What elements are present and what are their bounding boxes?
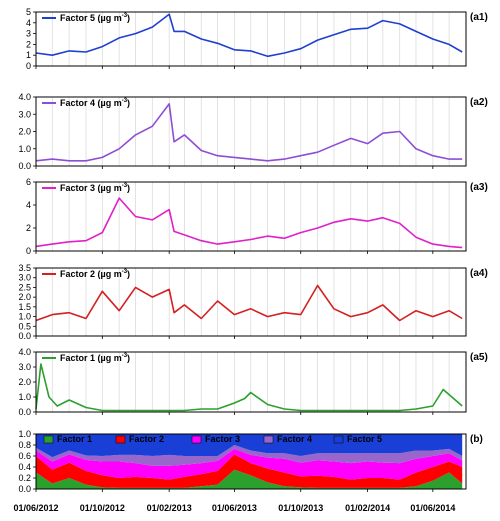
y-tick-label: 0.0 — [18, 161, 31, 171]
legend-label-sup: -3 — [122, 98, 128, 104]
y-tick-label: 2.0 — [18, 377, 31, 387]
x-tick-label: 01/10/2012 — [80, 503, 125, 513]
panel-tag: (a3) — [470, 182, 488, 193]
y-tick-label: 5 — [26, 7, 31, 17]
area-factor-4 — [36, 445, 463, 466]
panel-frame — [35, 433, 467, 490]
legend-label-close: ) — [127, 269, 130, 279]
legend-label-sup: -3 — [122, 353, 128, 359]
y-tick-label: 0 — [26, 61, 31, 71]
legend-label: Factor 2 (µg m-3) — [60, 269, 130, 279]
legend-swatch-factor-2 — [115, 435, 126, 444]
x-tick-label: 01/06/2014 — [410, 503, 455, 513]
series-line-a5 — [35, 363, 463, 412]
y-tick-label: 2 — [26, 223, 31, 233]
legend-label-factor-1: Factor 1 — [57, 434, 92, 444]
y-tick-label: 3.0 — [18, 362, 31, 372]
y-tick-label: 4.0 — [18, 92, 31, 102]
legend-label-main: Factor 3 (µg m — [60, 183, 122, 193]
area-factor-2 — [36, 454, 463, 488]
y-tick-label: 2.0 — [18, 127, 31, 137]
y-tick-label: 1.0 — [18, 312, 31, 322]
frame-layer — [33, 11, 467, 492]
y-tick-label: 1.5 — [18, 302, 31, 312]
panel-tag: (b) — [470, 434, 483, 445]
series-line-a4 — [35, 284, 463, 322]
y-tick-label: 3 — [26, 29, 31, 39]
legend-swatch-factor-4 — [263, 435, 274, 444]
y-tick-label: 3.0 — [18, 273, 31, 283]
y-tick-label: 0.8 — [18, 440, 31, 450]
y-tick-label: 1 — [26, 50, 31, 60]
legend-swatch-factor-5 — [333, 435, 344, 444]
series-line-a1 — [35, 13, 463, 58]
legend-label-close: ) — [127, 13, 130, 23]
legend-swatch-factor-1 — [43, 435, 54, 444]
legend-label-close: ) — [127, 183, 130, 193]
y-tick-label: 2 — [26, 39, 31, 49]
y-tick-label: 4.0 — [18, 347, 31, 357]
panel-frame — [35, 267, 467, 337]
area-factor-1 — [36, 469, 463, 489]
y-tick-label: 4 — [26, 18, 31, 28]
legend-label-factor-3: Factor 3 — [205, 434, 240, 444]
panel-tag: (a1) — [470, 12, 488, 23]
area-factor-3 — [36, 448, 463, 480]
legend-label-factor-2: Factor 2 — [129, 434, 164, 444]
legend-label-factor-5: Factor 5 — [347, 434, 382, 444]
area-factor-5 — [36, 434, 463, 458]
y-tick-label: 0.0 — [18, 484, 31, 494]
y-tick-label: 6 — [26, 177, 31, 187]
y-tick-label: 2.0 — [18, 292, 31, 302]
legend-label-main: Factor 1 (µg m — [60, 353, 122, 363]
legend-label-sup: -3 — [122, 13, 128, 19]
legend-label: Factor 3 (µg m-3) — [60, 183, 130, 193]
y-tick-label: 0 — [26, 246, 31, 256]
legend-label: Factor 4 (µg m-3) — [60, 98, 130, 108]
series-line-a3 — [35, 197, 463, 249]
y-tick-label: 3.0 — [18, 109, 31, 119]
y-tick-label: 0.6 — [18, 451, 31, 461]
panel-tag: (a2) — [470, 97, 488, 108]
x-tick-label: 01/02/2013 — [147, 503, 192, 513]
data-layer — [35, 13, 466, 489]
panel-frame — [35, 181, 467, 252]
y-tick-label: 4 — [26, 200, 31, 210]
y-tick-label: 1.0 — [18, 429, 31, 439]
legend-label-sup: -3 — [122, 183, 128, 189]
legend-label-main: Factor 5 (µg m — [60, 13, 122, 23]
y-tick-label: 3.5 — [18, 263, 31, 273]
legend-swatch-factor-3 — [191, 435, 202, 444]
y-tick-label: 0.2 — [18, 473, 31, 483]
panel-tag: (a5) — [470, 352, 488, 363]
legend-label-main: Factor 4 (µg m — [60, 98, 122, 108]
legend-label: Factor 1 (µg m-3) — [60, 353, 130, 363]
legend-label: Factor 5 (µg m-3) — [60, 13, 130, 23]
y-tick-label: 0.4 — [18, 462, 31, 472]
x-tick-label: 01/02/2014 — [345, 503, 390, 513]
legend-label-close: ) — [127, 98, 130, 108]
legend-label-close: ) — [127, 353, 130, 363]
y-tick-label: 0.5 — [18, 321, 31, 331]
y-tick-label: 0.0 — [18, 331, 31, 341]
y-tick-label: 1.0 — [18, 392, 31, 402]
x-tick-label: 01/06/2013 — [212, 503, 257, 513]
legend-label-main: Factor 2 (µg m — [60, 269, 122, 279]
series-line-a2 — [35, 103, 463, 162]
legend-label-factor-4: Factor 4 — [277, 434, 312, 444]
panel-tag: (a4) — [470, 268, 488, 279]
x-tick-label: 01/06/2012 — [13, 503, 58, 513]
legend-label-sup: -3 — [122, 269, 128, 275]
grid-layer — [35, 12, 467, 412]
x-tick-label: 01/10/2013 — [278, 503, 323, 513]
panel-frame — [35, 11, 467, 67]
y-tick-label: 2.5 — [18, 282, 31, 292]
y-tick-label: 0.0 — [18, 407, 31, 417]
y-tick-label: 1.0 — [18, 144, 31, 154]
